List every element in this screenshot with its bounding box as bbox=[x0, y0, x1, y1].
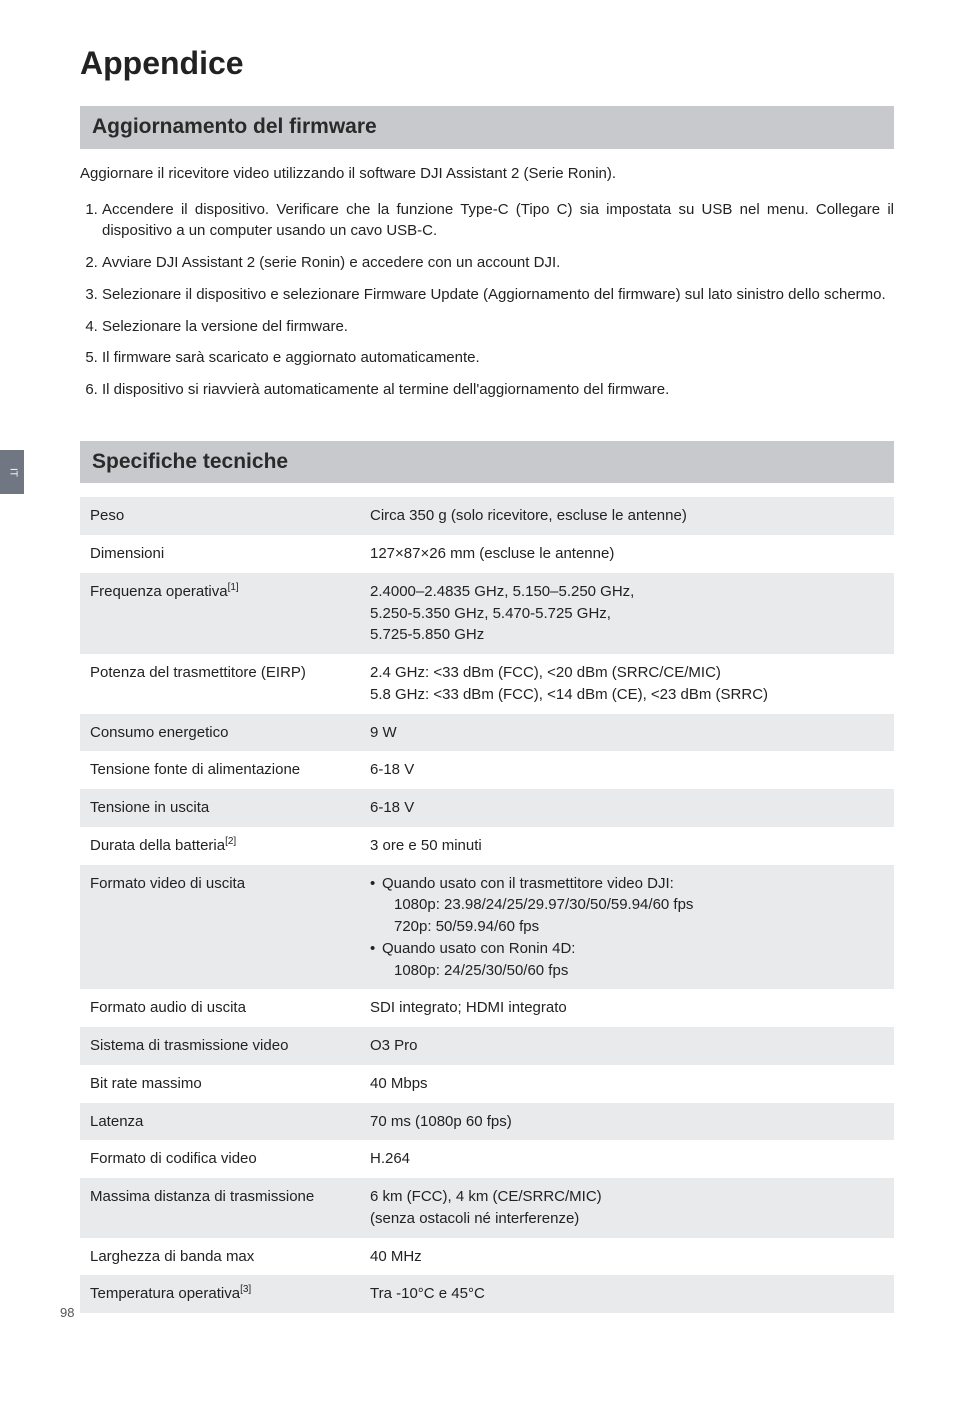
spec-label: Sistema di trasmissione video bbox=[80, 1027, 360, 1065]
intro-text: Aggiornare il ricevitore video utilizzan… bbox=[80, 163, 894, 185]
table-row: Durata della batteria[2]3 ore e 50 minut… bbox=[80, 827, 894, 865]
spec-label: Dimensioni bbox=[80, 535, 360, 573]
spec-value: 6 km (FCC), 4 km (CE/SRRC/MIC)(senza ost… bbox=[360, 1178, 894, 1238]
step-item: Il dispositivo si riavvierà automaticame… bbox=[102, 379, 894, 401]
spec-label: Frequenza operativa[1] bbox=[80, 573, 360, 654]
table-row: Formato audio di uscitaSDI integrato; HD… bbox=[80, 989, 894, 1027]
table-row: Bit rate massimo40 Mbps bbox=[80, 1065, 894, 1103]
spec-label: Durata della batteria[2] bbox=[80, 827, 360, 865]
spec-label: Larghezza di banda max bbox=[80, 1238, 360, 1276]
spec-bullet-line: 1080p: 23.98/24/25/29.97/30/50/59.94/60 … bbox=[382, 894, 884, 916]
page-number: 98 bbox=[60, 1304, 74, 1323]
footnote-ref: [2] bbox=[225, 836, 236, 847]
spec-value: Tra -10°C e 45°C bbox=[360, 1275, 894, 1313]
spec-value: 2.4000–2.4835 GHz, 5.150–5.250 GHz,5.250… bbox=[360, 573, 894, 654]
spec-label: Temperatura operativa[3] bbox=[80, 1275, 360, 1313]
specs-table: PesoCirca 350 g (solo ricevitore, esclus… bbox=[80, 497, 894, 1313]
spec-label: Tensione in uscita bbox=[80, 789, 360, 827]
table-row: Larghezza di banda max40 MHz bbox=[80, 1238, 894, 1276]
spec-value: 6-18 V bbox=[360, 751, 894, 789]
spec-value: 9 W bbox=[360, 714, 894, 752]
spec-label: Formato audio di uscita bbox=[80, 989, 360, 1027]
spec-label: Tensione fonte di alimentazione bbox=[80, 751, 360, 789]
spec-bullet-item: Quando usato con il trasmettitore video … bbox=[370, 873, 884, 938]
spec-value: 40 MHz bbox=[360, 1238, 894, 1276]
spec-bullet-item: Quando usato con Ronin 4D:1080p: 24/25/3… bbox=[370, 938, 884, 982]
page-title: Appendice bbox=[80, 40, 894, 86]
spec-label: Formato video di uscita bbox=[80, 865, 360, 990]
footnote-ref: [3] bbox=[240, 1284, 251, 1295]
table-row: Dimensioni127×87×26 mm (escluse le anten… bbox=[80, 535, 894, 573]
step-item: Selezionare la versione del firmware. bbox=[102, 316, 894, 338]
spec-value: 70 ms (1080p 60 fps) bbox=[360, 1103, 894, 1141]
table-row: Tensione fonte di alimentazione6-18 V bbox=[80, 751, 894, 789]
spec-value: H.264 bbox=[360, 1140, 894, 1178]
spec-label: Massima distanza di trasmissione bbox=[80, 1178, 360, 1238]
table-row: Formato video di uscitaQuando usato con … bbox=[80, 865, 894, 990]
table-row: Temperatura operativa[3]Tra -10°C e 45°C bbox=[80, 1275, 894, 1313]
step-item: Il firmware sarà scaricato e aggiornato … bbox=[102, 347, 894, 369]
spec-bullet-line: 1080p: 24/25/30/50/60 fps bbox=[382, 960, 884, 982]
spec-label: Latenza bbox=[80, 1103, 360, 1141]
table-row: PesoCirca 350 g (solo ricevitore, esclus… bbox=[80, 497, 894, 535]
spec-label: Potenza del trasmettitore (EIRP) bbox=[80, 654, 360, 714]
spec-label: Formato di codifica video bbox=[80, 1140, 360, 1178]
spec-bullet-line: 720p: 50/59.94/60 fps bbox=[382, 916, 884, 938]
spec-value: 40 Mbps bbox=[360, 1065, 894, 1103]
table-row: Consumo energetico9 W bbox=[80, 714, 894, 752]
table-row: Massima distanza di trasmissione6 km (FC… bbox=[80, 1178, 894, 1238]
spec-label: Peso bbox=[80, 497, 360, 535]
steps-list: Accendere il dispositivo. Verificare che… bbox=[80, 199, 894, 401]
spec-bullet-list: Quando usato con il trasmettitore video … bbox=[370, 873, 884, 982]
spec-value: SDI integrato; HDMI integrato bbox=[360, 989, 894, 1027]
spec-value: 3 ore e 50 minuti bbox=[360, 827, 894, 865]
spec-label: Consumo energetico bbox=[80, 714, 360, 752]
step-item: Avviare DJI Assistant 2 (serie Ronin) e … bbox=[102, 252, 894, 274]
table-row: Latenza70 ms (1080p 60 fps) bbox=[80, 1103, 894, 1141]
spec-value: Quando usato con il trasmettitore video … bbox=[360, 865, 894, 990]
spec-value: 127×87×26 mm (escluse le antenne) bbox=[360, 535, 894, 573]
table-row: Potenza del trasmettitore (EIRP)2.4 GHz:… bbox=[80, 654, 894, 714]
section-heading-specs: Specifiche tecniche bbox=[80, 441, 894, 483]
step-item: Accendere il dispositivo. Verificare che… bbox=[102, 199, 894, 243]
spec-value: 2.4 GHz: <33 dBm (FCC), <20 dBm (SRRC/CE… bbox=[360, 654, 894, 714]
language-side-tab: IT bbox=[0, 450, 24, 494]
section-heading-firmware: Aggiornamento del firmware bbox=[80, 106, 894, 148]
step-item: Selezionare il dispositivo e selezionare… bbox=[102, 284, 894, 306]
table-row: Formato di codifica videoH.264 bbox=[80, 1140, 894, 1178]
footnote-ref: [1] bbox=[228, 582, 239, 593]
spec-label: Bit rate massimo bbox=[80, 1065, 360, 1103]
table-row: Tensione in uscita6-18 V bbox=[80, 789, 894, 827]
table-row: Frequenza operativa[1]2.4000–2.4835 GHz,… bbox=[80, 573, 894, 654]
spec-value: O3 Pro bbox=[360, 1027, 894, 1065]
spec-value: 6-18 V bbox=[360, 789, 894, 827]
spec-value: Circa 350 g (solo ricevitore, escluse le… bbox=[360, 497, 894, 535]
table-row: Sistema di trasmissione videoO3 Pro bbox=[80, 1027, 894, 1065]
